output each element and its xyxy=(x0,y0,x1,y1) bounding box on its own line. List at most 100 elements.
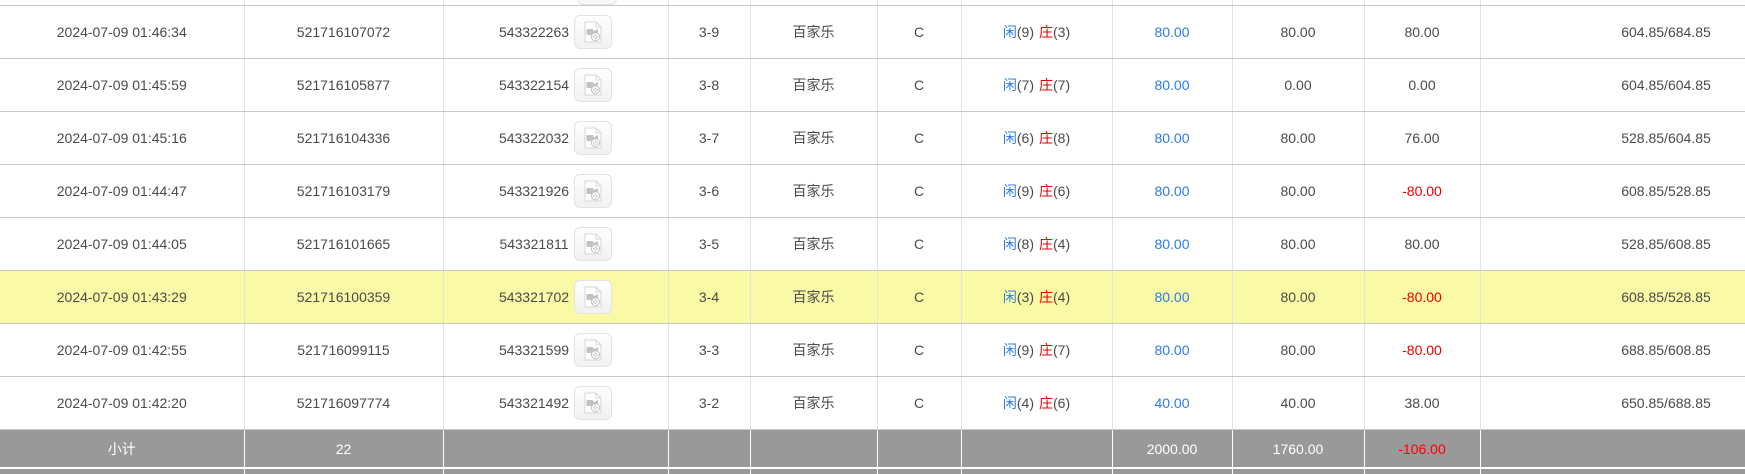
player-label: 闲 xyxy=(1002,183,1017,199)
game-name-cell: 百家乐 xyxy=(750,376,878,430)
video-replay-button[interactable] xyxy=(574,121,613,155)
balance: 528.85/608.85 xyxy=(1621,236,1711,252)
round-id-cell: 543321926 xyxy=(443,164,669,218)
table-row[interactable]: 2024-07-09 01:45:59 521716105877 5433221… xyxy=(0,58,1745,112)
banker-label: 庄 xyxy=(1039,24,1053,40)
game-name: 百家乐 xyxy=(792,395,835,411)
video-replay-button[interactable] xyxy=(574,386,613,420)
round-id: 543321492 xyxy=(498,395,570,411)
cell-fragment xyxy=(1480,469,1745,474)
round-id: 543321702 xyxy=(498,289,570,305)
balance: 604.85/684.85 xyxy=(1621,24,1711,40)
game-name: 百家乐 xyxy=(792,77,835,93)
video-file-icon xyxy=(584,392,602,414)
video-replay-button[interactable] xyxy=(574,174,613,208)
balance: 608.85/528.85 xyxy=(1621,289,1711,305)
subtotal-winloss-total: -106.00 xyxy=(1398,440,1446,457)
player-label: 闲 xyxy=(1002,289,1017,305)
game-result-cell: 闲(8) 庄(4) xyxy=(961,217,1113,271)
win-loss-cell: 0.00 xyxy=(1364,58,1481,112)
game-result-cell: 闲(9) 庄(3) xyxy=(961,5,1113,59)
game-name: 百家乐 xyxy=(792,236,835,252)
table-row[interactable]: 2024-07-09 01:46:34 521716107072 5433222… xyxy=(0,5,1745,59)
bet-time-cell: 2024-07-09 01:42:55 xyxy=(0,323,245,377)
order-id: 521716097774 xyxy=(296,395,391,411)
balance: 650.85/688.85 xyxy=(1621,395,1711,411)
round-id: 543322154 xyxy=(498,77,570,93)
valid-amount: 80.00 xyxy=(1280,24,1316,40)
table-round-cell: 3-3 xyxy=(668,323,751,377)
table-round: 3-5 xyxy=(698,236,720,252)
subtotal-count-cell: 22 xyxy=(244,429,444,467)
game-name-cell: 百家乐 xyxy=(750,5,878,59)
player-score: (6) xyxy=(1016,130,1034,146)
game-result-cell: 闲(4) 庄(6) xyxy=(961,376,1113,430)
video-replay-button[interactable] xyxy=(574,68,613,102)
table-row[interactable]: 2024-07-09 01:42:55 521716099115 5433215… xyxy=(0,323,1745,377)
table-row[interactable]: 2024-07-09 01:42:20 521716097774 5433214… xyxy=(0,376,1745,430)
cell-fragment xyxy=(1112,469,1233,474)
video-file-icon xyxy=(584,21,602,43)
video-replay-button-fragment xyxy=(576,0,617,5)
win-loss: -80.00 xyxy=(1402,342,1442,358)
flag: C xyxy=(913,183,925,199)
valid-amount-cell: 0.00 xyxy=(1232,58,1365,112)
balance-cell: 650.85/688.85 xyxy=(1480,376,1745,430)
valid-amount-cell: 80.00 xyxy=(1232,5,1365,59)
banker-label: 庄 xyxy=(1039,342,1053,358)
video-replay-button[interactable] xyxy=(574,333,613,367)
subtotal-empty-cell xyxy=(443,429,669,467)
flag: C xyxy=(913,77,925,93)
bet-time: 2024-07-09 01:42:55 xyxy=(56,342,187,358)
table-row[interactable]: 2024-07-09 01:44:05 521716101665 5433218… xyxy=(0,217,1745,271)
balance: 604.85/604.85 xyxy=(1621,77,1711,93)
balance-cell: 608.85/528.85 xyxy=(1480,270,1745,324)
win-loss-cell: 80.00 xyxy=(1364,5,1481,59)
order-id: 521716107072 xyxy=(296,24,391,40)
flag: C xyxy=(913,24,925,40)
bet-amount: 80.00 xyxy=(1154,130,1190,146)
banker-score: (4) xyxy=(1053,289,1071,305)
bet-amount-cell: 80.00 xyxy=(1112,111,1233,165)
table-round: 3-3 xyxy=(698,342,720,358)
banker-label: 庄 xyxy=(1039,183,1053,199)
bet-amount: 80.00 xyxy=(1154,183,1190,199)
table-row[interactable]: 2024-07-09 01:45:16 521716104336 5433220… xyxy=(0,111,1745,165)
previous-row-fragment xyxy=(0,0,1745,6)
order-id: 521716105877 xyxy=(296,77,391,93)
balance: 528.85/604.85 xyxy=(1621,130,1711,146)
video-replay-button[interactable] xyxy=(573,227,612,261)
video-replay-button[interactable] xyxy=(574,280,613,314)
table-row[interactable]: 2024-07-09 01:43:29 521716100359 5433217… xyxy=(0,270,1745,324)
win-loss-cell: -80.00 xyxy=(1364,323,1481,377)
order-id-cell: 521716104336 xyxy=(244,111,444,165)
win-loss-cell: 76.00 xyxy=(1364,111,1481,165)
balance-cell: 688.85/608.85 xyxy=(1480,323,1745,377)
table-row[interactable]: 2024-07-09 01:44:47 521716103179 5433219… xyxy=(0,164,1745,218)
table-round: 3-8 xyxy=(698,77,720,93)
cell-fragment xyxy=(961,0,1113,6)
balance-cell: 604.85/604.85 xyxy=(1480,58,1745,112)
valid-amount-cell: 80.00 xyxy=(1232,111,1365,165)
win-loss: 80.00 xyxy=(1404,24,1440,40)
valid-amount: 80.00 xyxy=(1280,289,1316,305)
table-round-cell: 3-4 xyxy=(668,270,751,324)
table-round: 3-9 xyxy=(698,24,720,40)
flag-cell: C xyxy=(877,270,962,324)
bet-time-cell: 2024-07-09 01:45:16 xyxy=(0,111,245,165)
valid-amount: 80.00 xyxy=(1280,183,1316,199)
banker-label: 庄 xyxy=(1039,236,1053,252)
bet-amount-cell: 80.00 xyxy=(1112,217,1233,271)
order-id: 521716099115 xyxy=(297,342,390,358)
cell-fragment xyxy=(0,0,245,6)
round-id: 543321926 xyxy=(498,183,570,199)
valid-amount: 80.00 xyxy=(1280,342,1316,358)
order-id: 521716103179 xyxy=(296,183,391,199)
bet-time-cell: 2024-07-09 01:44:05 xyxy=(0,217,245,271)
cell-fragment xyxy=(877,469,962,474)
win-loss-cell: -80.00 xyxy=(1364,270,1481,324)
video-replay-button[interactable] xyxy=(574,15,613,49)
order-id-cell: 521716099115 xyxy=(244,323,444,377)
flag-cell: C xyxy=(877,164,962,218)
